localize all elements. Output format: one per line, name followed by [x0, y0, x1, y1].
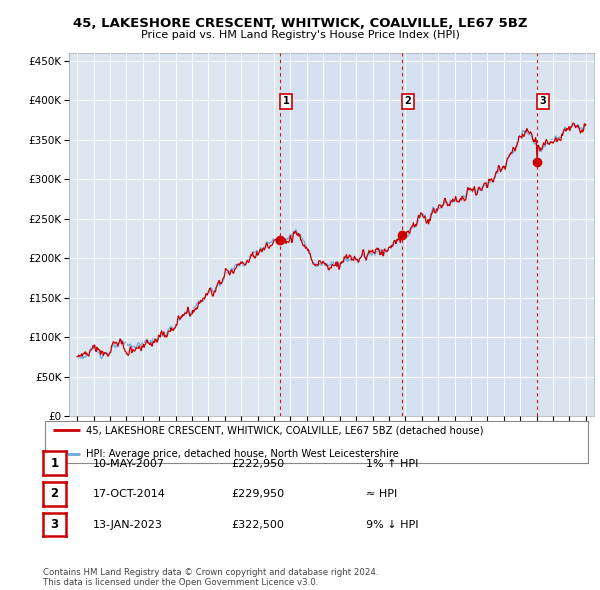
Text: 1: 1: [283, 97, 289, 106]
Bar: [402, 53, 537, 416]
Text: 9% ↓ HPI: 9% ↓ HPI: [366, 520, 419, 530]
Text: Contains HM Land Registry data © Crown copyright and database right 2024.
This d: Contains HM Land Registry data © Crown c…: [43, 568, 379, 587]
Text: 45, LAKESHORE CRESCENT, WHITWICK, COALVILLE, LE67 5BZ: 45, LAKESHORE CRESCENT, WHITWICK, COALVI…: [73, 17, 527, 30]
Text: 2: 2: [404, 97, 411, 106]
Text: 10-MAY-2007: 10-MAY-2007: [93, 458, 165, 468]
Text: 1% ↑ HPI: 1% ↑ HPI: [366, 458, 418, 468]
Text: 13-JAN-2023: 13-JAN-2023: [93, 520, 163, 530]
Text: 2: 2: [50, 487, 59, 500]
Bar: [537, 53, 594, 416]
Text: 45, LAKESHORE CRESCENT, WHITWICK, COALVILLE, LE67 5BZ (detached house): 45, LAKESHORE CRESCENT, WHITWICK, COALVI…: [86, 425, 483, 435]
Text: 1: 1: [50, 457, 59, 470]
Text: £222,950: £222,950: [231, 458, 284, 468]
Text: 3: 3: [539, 97, 547, 106]
Text: 3: 3: [50, 518, 59, 531]
Text: Price paid vs. HM Land Registry's House Price Index (HPI): Price paid vs. HM Land Registry's House …: [140, 30, 460, 40]
Text: 17-OCT-2014: 17-OCT-2014: [93, 489, 166, 499]
Text: ≈ HPI: ≈ HPI: [366, 489, 397, 499]
Bar: [280, 53, 402, 416]
Text: £322,500: £322,500: [231, 520, 284, 530]
Text: £229,950: £229,950: [231, 489, 284, 499]
Text: HPI: Average price, detached house, North West Leicestershire: HPI: Average price, detached house, Nort…: [86, 449, 398, 459]
Bar: [561, 53, 594, 416]
